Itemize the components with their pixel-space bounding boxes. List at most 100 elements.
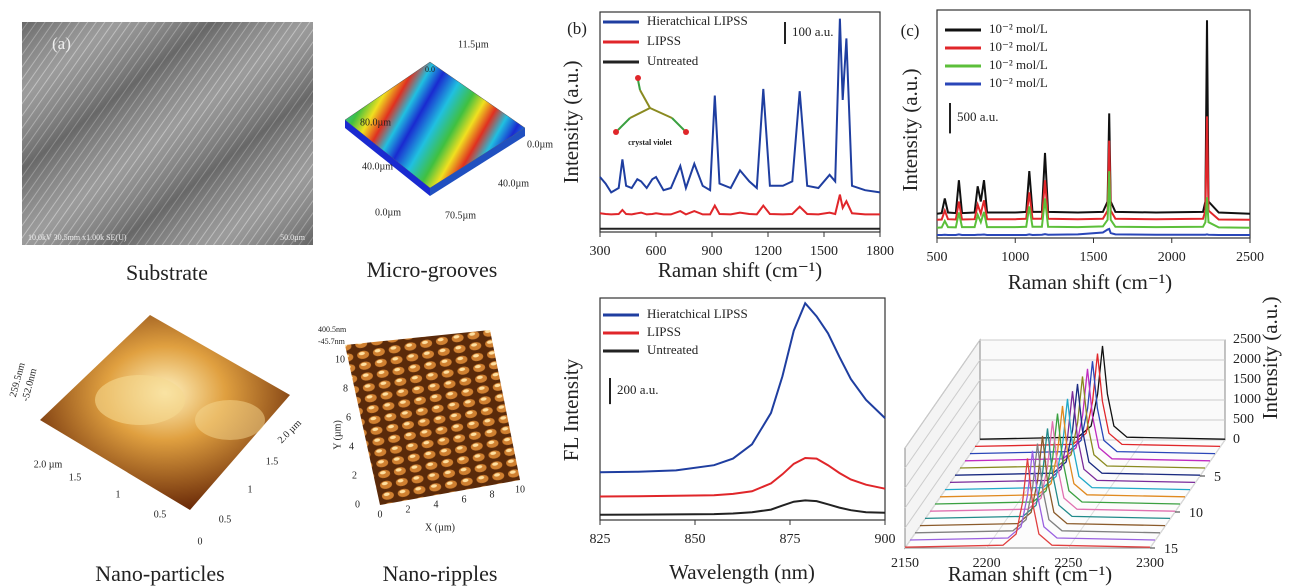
x-tick-label: 2 [406, 504, 411, 515]
axis-label: 1.5 [69, 472, 82, 483]
axis-label: 40.0µm [362, 161, 393, 172]
y-tick-label: 1500 [1233, 372, 1261, 387]
figure: 300600900120015001800Hieratchical LIPSSL… [0, 0, 1292, 587]
x-tick-label: 2500 [1236, 250, 1264, 265]
x-tick-label: 875 [780, 532, 801, 547]
z-tick-label: 10 [1189, 506, 1203, 521]
axis-label: 1 [116, 489, 121, 500]
y-tick-label: 4 [349, 441, 354, 452]
spectrum-line [600, 195, 880, 215]
x-axis-label: Raman shift (cm⁻¹) [658, 258, 822, 282]
axis-label: 0.0µm [375, 207, 401, 218]
axis-label: 0.0µm [527, 139, 553, 150]
panel-label: (b) [567, 19, 587, 38]
x-tick-label: 4 [434, 499, 439, 510]
x-tick-label: 1500 [1080, 250, 1108, 265]
y-axis-label: Intensity (a.u.) [898, 68, 922, 191]
panel-caption: Nano-particles [95, 561, 225, 586]
z-tick-label: 5 [1214, 470, 1221, 485]
panel-caption: Micro-grooves [367, 257, 498, 282]
panel-caption: Substrate [126, 260, 208, 285]
y-tick-label: 2 [352, 470, 357, 481]
scale-bar-label: 100 a.u. [792, 24, 834, 39]
plot-frame [600, 298, 885, 520]
axis-label: 40.0µm [498, 178, 529, 189]
y-tick-label: 0 [355, 499, 360, 510]
scale-bar-label: 500 a.u. [957, 109, 999, 124]
spectrum-line [937, 229, 1250, 235]
y-tick-label: 10 [335, 354, 345, 365]
spectrum-line [600, 458, 885, 497]
axis-label: 400.5nm [318, 325, 347, 334]
x-axis-label: Wavelength (nm) [669, 560, 815, 584]
legend-label: 10⁻² mol/L [989, 21, 1048, 36]
axis-label: 1 [248, 484, 253, 495]
spectrum-line [600, 500, 885, 514]
x-tick-label: 900 [875, 532, 896, 547]
legend-label: Untreated [647, 53, 699, 68]
legend-label: 10⁻² mol/L [989, 39, 1048, 54]
back-wall [980, 340, 1225, 440]
inset-label: crystal violet [628, 138, 672, 147]
legend-label: LIPSS [647, 324, 681, 339]
nano-ripple-surface [345, 330, 520, 505]
y-axis-label: Intensity (a.u.) [1258, 296, 1282, 419]
x-tick-label: 1800 [866, 244, 894, 259]
axis-label: 70.5µm [445, 210, 476, 221]
sem-info: 10.0kV 30.5mm x1.00k SE(U) [28, 233, 127, 242]
y-tick-label: 1000 [1233, 392, 1261, 407]
x-tick-label: 2000 [1158, 250, 1186, 265]
y-tick-label: 2000 [1233, 352, 1261, 367]
scale-bar-label: 200 a.u. [617, 382, 659, 397]
panel-caption: Nano-ripples [383, 561, 498, 586]
axis-label: 2.0 µm [276, 418, 304, 446]
axis-label: 1.5 [266, 456, 279, 467]
x-tick-label: 0 [378, 509, 383, 520]
spectrum-line [937, 116, 1250, 219]
panel-label: (a) [52, 34, 71, 53]
x-tick-label: 1000 [1001, 250, 1029, 265]
axis-label: 0.0 [425, 65, 435, 74]
legend-label: LIPSS [647, 33, 681, 48]
x-tick-label: 10 [515, 484, 525, 495]
axis-label: 0.5 [154, 509, 167, 520]
x-axis-label: Raman shift (cm⁻¹) [1008, 270, 1172, 294]
y-tick-label: 500 [1233, 412, 1254, 427]
y-axis-label: FL Intensity [559, 358, 583, 461]
y-tick-label: 2500 [1233, 332, 1261, 347]
axis-label: 0 [198, 536, 203, 547]
x-tick-label: 6 [462, 494, 467, 505]
y-tick-label: 0 [1233, 432, 1240, 447]
legend-label: Hieratchical LIPSS [647, 13, 748, 28]
axis-label: 80.0µm [360, 117, 391, 128]
axis-label: 11.5µm [458, 39, 489, 50]
sem-scale: 50.0µm [280, 233, 306, 242]
x-tick-label: 500 [927, 250, 948, 265]
legend-label: 10⁻² mol/L [989, 75, 1048, 90]
z-tick-label: 15 [1164, 542, 1178, 557]
y-tick-label: 6 [346, 412, 351, 423]
spectrum-line [600, 19, 880, 193]
y-tick-label: 8 [343, 383, 348, 394]
axis-label: X (µm) [425, 522, 455, 533]
crystal-violet-molecule [613, 75, 689, 135]
particle-highlight [95, 375, 185, 425]
x-tick-label: 2300 [1136, 556, 1164, 571]
axis-label: 2.0 µm [34, 459, 63, 470]
x-tick-label: 825 [590, 532, 611, 547]
x-tick-label: 8 [490, 489, 495, 500]
y-axis-label: Intensity (a.u.) [559, 60, 583, 183]
panel-label: (c) [901, 21, 920, 40]
axis-label: 0.5 [219, 514, 232, 525]
legend-label: Untreated [647, 342, 699, 357]
legend-label: 10⁻² mol/L [989, 57, 1048, 72]
legend-label: Hieratchical LIPSS [647, 306, 748, 321]
particle-highlight [195, 400, 265, 440]
axis-label: Y (µm) [332, 420, 343, 450]
axis-label: -45.7nm [318, 337, 346, 346]
x-tick-label: 300 [590, 244, 611, 259]
x-tick-label: 2150 [891, 556, 919, 571]
sem-shading [22, 22, 313, 245]
x-tick-label: 850 [685, 532, 706, 547]
x-axis-label: Raman shift (cm⁻¹) [948, 562, 1112, 586]
